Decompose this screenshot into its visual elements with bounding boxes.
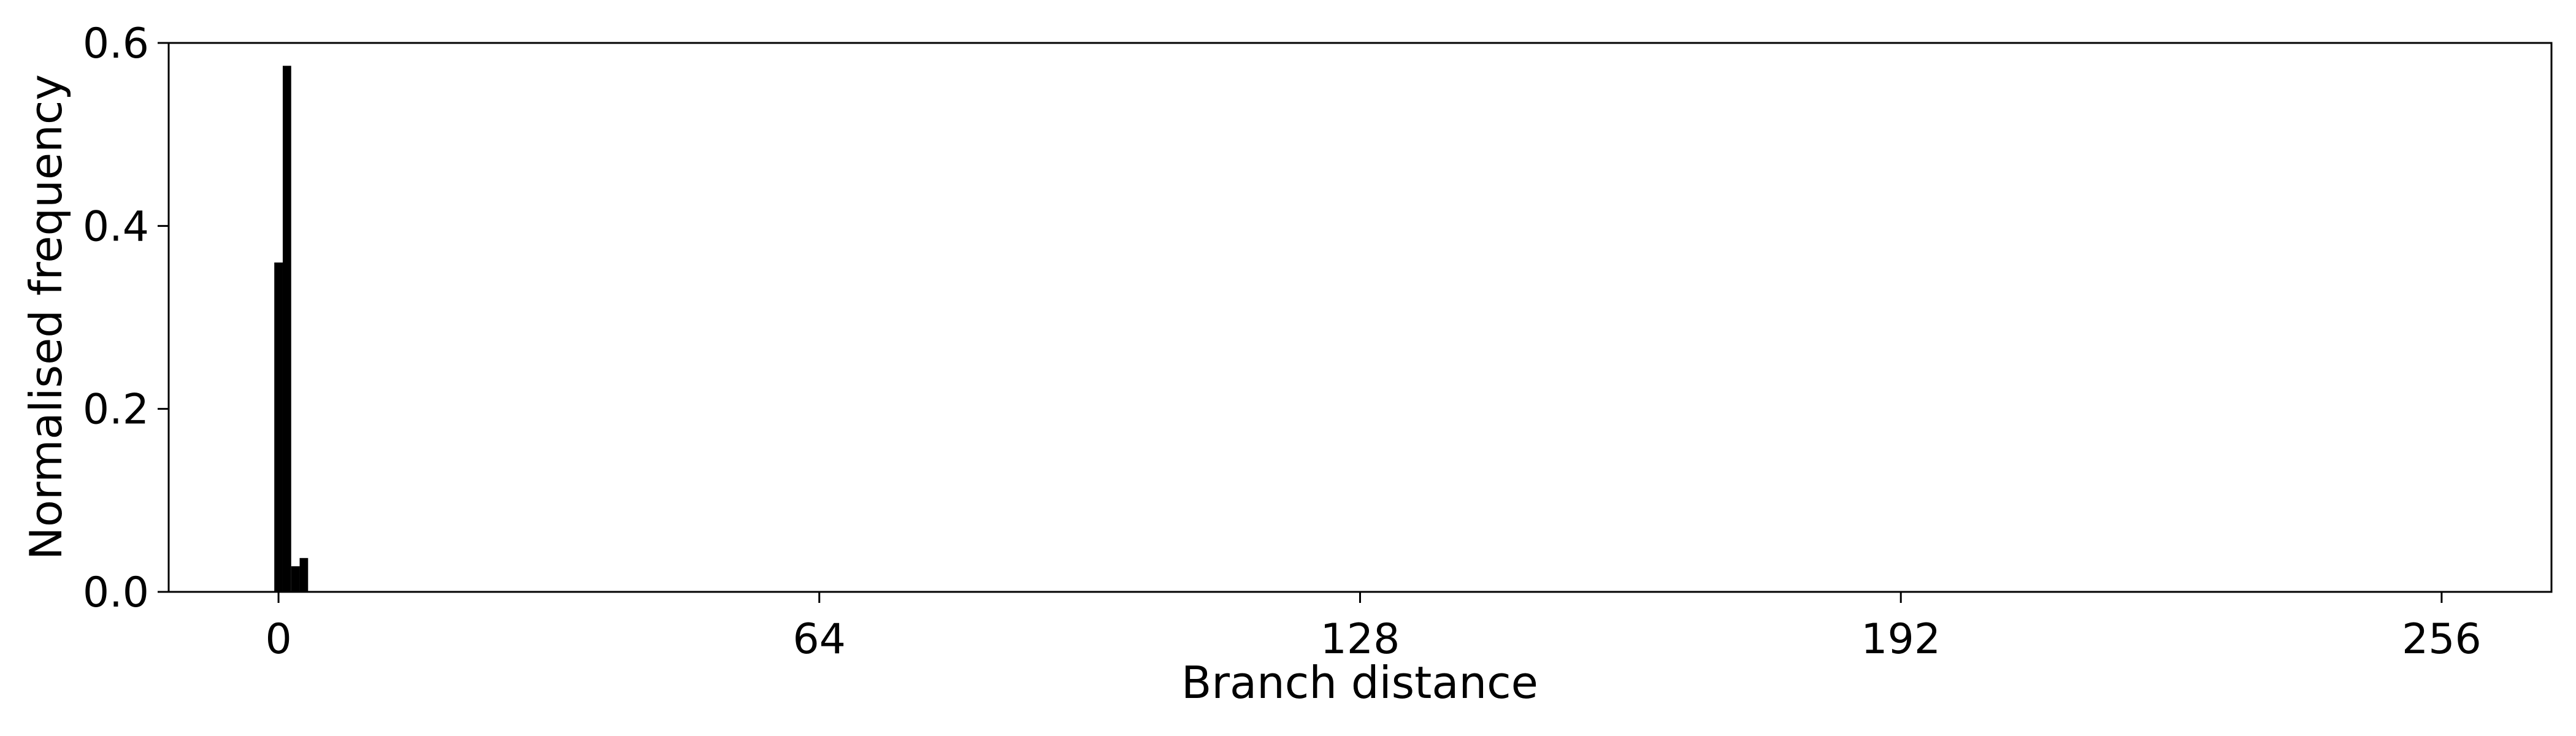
y-axis-ticks: 0.0 0.2 0.4 0.6 <box>83 20 169 617</box>
x-axis-label: Branch distance <box>1181 657 1538 708</box>
plot-frame <box>167 42 2553 593</box>
histogram-bar-2 <box>291 566 300 592</box>
y-tick-label-0: 0.0 <box>83 569 149 617</box>
y-tick-label-3: 0.6 <box>83 20 149 68</box>
histogram-bar-0 <box>274 263 283 592</box>
x-tick-label-192: 192 <box>1861 615 1941 664</box>
y-tick-label-2: 0.4 <box>83 202 149 251</box>
x-tick-label-64: 64 <box>793 615 846 664</box>
bars-layer <box>274 66 309 592</box>
x-axis-ticks: 0 64 128 192 256 <box>265 592 2482 664</box>
histogram-bar-3 <box>299 558 309 592</box>
x-tick-label-0: 0 <box>265 615 291 664</box>
y-tick-label-1: 0.2 <box>83 386 149 434</box>
histogram-bar-1 <box>282 66 291 592</box>
x-tick-label-256: 256 <box>2402 615 2482 664</box>
x-tick-label-128: 128 <box>1321 615 1400 664</box>
y-axis-label: Normalised frequency <box>20 74 72 560</box>
